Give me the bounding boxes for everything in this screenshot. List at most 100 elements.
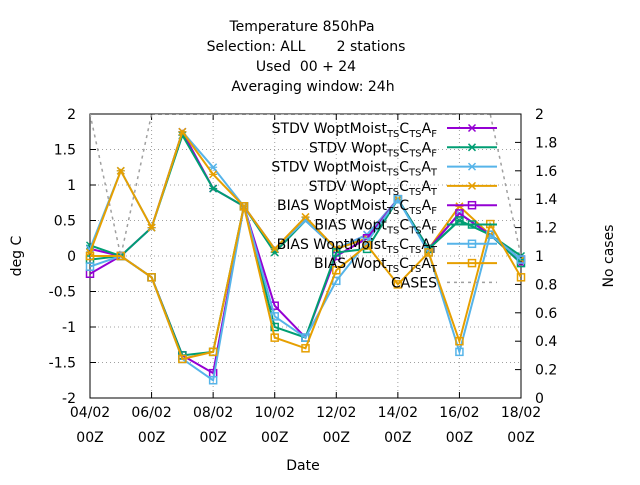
data-point xyxy=(116,166,125,175)
data-point xyxy=(455,336,464,346)
y2-tick-label: 1.4 xyxy=(535,192,557,208)
y-tick-label: -0.5 xyxy=(49,285,76,301)
y-axis-label: deg C xyxy=(9,235,25,276)
data-point xyxy=(147,223,156,232)
data-point xyxy=(85,262,95,271)
data-point xyxy=(85,251,95,261)
chart-title: Temperature 850hPa Selection: ALL 2 stat… xyxy=(207,19,406,95)
x-tick-label: 08/02 xyxy=(193,405,233,421)
legend-item: STDV WoptMoistTSCTSAF xyxy=(272,121,497,140)
x-tick-label-time: 00Z xyxy=(384,430,411,446)
x-tick-label-time: 00Z xyxy=(261,430,288,446)
data-point xyxy=(393,194,403,204)
series-line xyxy=(90,206,521,361)
data-point xyxy=(178,354,187,364)
x-tick-label: 06/02 xyxy=(131,405,171,421)
y2-tick-label: 0.6 xyxy=(535,306,557,322)
legend-marker xyxy=(467,200,477,210)
y2-axis-label: No cases xyxy=(601,225,617,288)
legend-marker xyxy=(467,143,477,152)
data-point xyxy=(270,333,279,342)
legend-marker xyxy=(467,258,477,268)
data-point xyxy=(362,241,372,250)
legend-item: BIAS WoptMoistTSCTSAT xyxy=(277,237,497,256)
legend-item: BIAS WoptMoistTSCTSAF xyxy=(277,198,497,217)
axes: 2 1.5 1 0.5 0 -0.5 -1 -1.5 -2 2 1.8 1.6 1.4 1.2 1 0.8 0.… xyxy=(49,107,558,446)
legend-label: BIAS WoptTSCTSAT xyxy=(314,256,438,275)
data-point xyxy=(239,202,249,211)
data-point xyxy=(270,244,279,253)
y2-tick-label: 2 xyxy=(535,107,544,123)
x-tick-label-time: 00Z xyxy=(507,430,534,446)
data-point xyxy=(147,273,156,282)
data-point xyxy=(393,280,403,289)
data-point xyxy=(516,273,526,282)
x-tick-label-time: 00Z xyxy=(76,430,103,446)
title-line-4: Averaging window: 24h xyxy=(231,79,394,95)
legend-label: STDV WoptMoistTSCTSAF xyxy=(272,121,438,140)
legend-item: STDV WoptMoistTSCTSAT xyxy=(271,160,497,179)
y-tick-label: 1.5 xyxy=(54,143,76,159)
x-tick-label-time: 00Z xyxy=(323,430,350,446)
title-line-2: Selection: ALL 2 stations xyxy=(207,39,406,55)
legend-label: BIAS WoptMoistTSCTSAT xyxy=(277,237,438,256)
data-point xyxy=(455,347,464,357)
data-point xyxy=(208,376,218,385)
legend-marker xyxy=(467,239,477,249)
legend-item: BIAS WoptTSCTSAF xyxy=(314,218,497,237)
legend-item: BIAS WoptTSCTSAT xyxy=(314,256,497,275)
y2-tick-label: 1.6 xyxy=(535,164,557,180)
y-tick-label: 1 xyxy=(67,178,76,194)
data-point xyxy=(208,347,218,357)
data-point xyxy=(332,248,341,257)
data-point xyxy=(209,170,218,179)
data-point xyxy=(301,344,310,353)
legend-label: BIAS WoptMoistTSCTSAF xyxy=(277,198,437,217)
data-point xyxy=(424,248,433,257)
series-7 xyxy=(85,202,526,364)
legend-marker xyxy=(467,220,477,229)
data-point xyxy=(516,255,526,264)
data-point xyxy=(301,212,310,221)
title-line-3: Used 00 + 24 xyxy=(256,59,356,75)
y-tick-label: -1.5 xyxy=(49,356,76,372)
y-tick-label: 0.5 xyxy=(54,214,76,230)
x-axis-label: Date xyxy=(286,458,319,474)
y2-tick-label: 1.2 xyxy=(535,221,557,237)
y-tick-label: 2 xyxy=(67,107,76,123)
x-tick-label: 04/02 xyxy=(70,405,110,421)
y-tick-label: 0 xyxy=(67,249,76,265)
data-point xyxy=(270,312,279,321)
legend-label: STDV WoptMoistTSCTSAT xyxy=(271,160,438,179)
legend-item: STDV WoptTSCTSAT xyxy=(309,179,497,198)
x-tick-label-time: 00Z xyxy=(446,430,473,446)
x-tick-label: 16/02 xyxy=(439,405,479,421)
data-point xyxy=(455,202,464,211)
y2-tick-label: 0.4 xyxy=(535,334,557,350)
legend-marker xyxy=(467,162,477,171)
y-tick-label: -1 xyxy=(62,320,76,336)
legend-label: BIAS WoptTSCTSAF xyxy=(314,218,437,237)
x-tick-label: 14/02 xyxy=(378,405,418,421)
x-tick-label: 10/02 xyxy=(255,405,295,421)
y2-tick-label: 0 xyxy=(535,391,544,407)
x-tick-label-time: 00Z xyxy=(138,430,165,446)
y-tick-label: -2 xyxy=(62,391,76,407)
y2-tick-label: 1 xyxy=(535,249,544,265)
title-line-1: Temperature 850hPa xyxy=(228,19,374,35)
legend-label: CASES xyxy=(391,275,437,291)
series-layer xyxy=(85,114,526,385)
data-point xyxy=(209,184,218,193)
legend-label: STDV WoptTSCTSAF xyxy=(309,140,437,159)
x-tick-label: 18/02 xyxy=(501,405,541,421)
y2-tick-label: 0.8 xyxy=(535,277,557,293)
data-point xyxy=(178,127,187,136)
legend-marker xyxy=(467,181,477,190)
x-tick-label: 12/02 xyxy=(316,405,356,421)
legend-label: STDV WoptTSCTSAT xyxy=(309,179,438,198)
legend-marker xyxy=(467,123,477,133)
x-tick-label-time: 00Z xyxy=(199,430,226,446)
legend-item: STDV WoptTSCTSAF xyxy=(309,140,497,159)
